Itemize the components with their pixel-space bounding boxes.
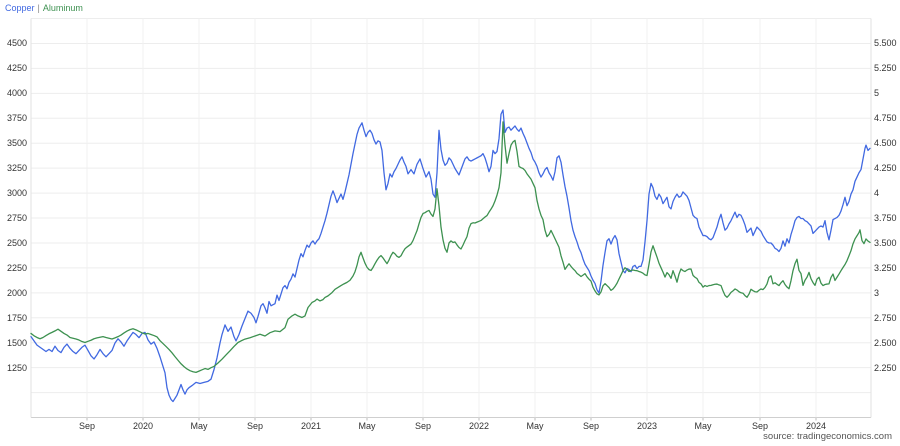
x-axis-label: Sep <box>751 421 768 431</box>
y-axis-right-label: 4.500 <box>874 138 897 148</box>
x-axis-label: Sep <box>78 421 95 431</box>
y-axis-right-label: 3.750 <box>874 213 897 223</box>
y-axis-left-label: 1750 <box>6 313 27 323</box>
y-axis-left-label: 3250 <box>6 163 27 173</box>
x-axis-label: 2021 <box>300 421 322 431</box>
copper-line[interactable] <box>30 109 871 403</box>
y-axis-right-label: 2.750 <box>874 313 897 323</box>
y-axis-right-label: 4.750 <box>874 113 897 123</box>
x-axis-label: 2020 <box>132 421 154 431</box>
source-attribution: source: tradingeconomics.com <box>763 431 892 442</box>
y-axis-right-label: 5 <box>874 88 880 98</box>
y-axis-left-label: 2750 <box>6 213 27 223</box>
x-axis-label: Sep <box>582 421 599 431</box>
y-axis-right-label: 4 <box>874 188 880 198</box>
x-axis-label: May <box>526 421 544 431</box>
chart-legend: Copper | Aluminum <box>5 3 83 14</box>
legend-aluminum[interactable]: Aluminum <box>42 3 83 13</box>
y-axis-right-label: 5.500 <box>874 38 897 48</box>
y-axis-right-label: 3.250 <box>874 263 897 273</box>
x-axis-label: May <box>694 421 712 431</box>
x-axis-label: May <box>358 421 376 431</box>
y-axis-left-label: 1500 <box>6 338 27 348</box>
x-axis-label: May <box>190 421 208 431</box>
y-axis-right-label: 2.500 <box>874 338 897 348</box>
y-axis-right-label: 2.250 <box>874 363 897 373</box>
x-axis-label: 2023 <box>636 421 658 431</box>
y-axis-left-label: 4000 <box>6 88 27 98</box>
y-axis-left-label: 3000 <box>6 188 27 198</box>
y-axis-left-label: 2250 <box>6 263 27 273</box>
y-axis-right-label: 5.250 <box>874 63 897 73</box>
x-axis-label: 2022 <box>468 421 490 431</box>
y-axis-left-label: 4500 <box>6 38 27 48</box>
y-axis-left-label: 3750 <box>6 113 27 123</box>
x-axis-label: 2024 <box>805 421 827 431</box>
legend-copper[interactable]: Copper <box>5 3 35 13</box>
legend-separator: | <box>37 3 40 13</box>
y-axis-left-label: 4250 <box>6 63 27 73</box>
y-axis-right-label: 4.250 <box>874 163 897 173</box>
x-axis-label: Sep <box>414 421 431 431</box>
y-axis-left-label: 1250 <box>6 363 27 373</box>
x-axis-label: Sep <box>246 421 263 431</box>
y-axis-left-label: 3500 <box>6 138 27 148</box>
y-axis-left-label: 2000 <box>6 288 27 298</box>
y-axis-right-label: 3 <box>874 288 880 298</box>
y-axis-left-label: 2500 <box>6 238 27 248</box>
aluminum-line[interactable] <box>30 121 871 374</box>
y-axis-right-label: 3.500 <box>874 238 897 248</box>
